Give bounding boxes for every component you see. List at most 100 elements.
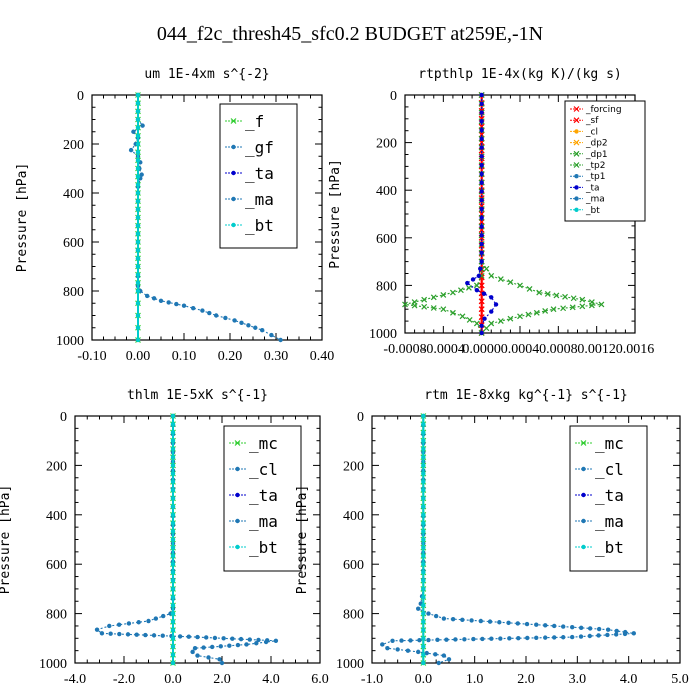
series-point [116,622,122,627]
series-point [579,296,586,303]
series-point [411,302,418,309]
series-point [395,647,400,652]
series-point [479,180,484,185]
series-point [471,636,476,642]
y-tick-label: 200 [63,138,84,153]
legend-marker [235,544,240,550]
legend-label: _ta [245,164,274,183]
series-point [135,198,141,204]
legend-marker [573,162,580,168]
x-tick-label: 0.40 [310,349,335,364]
series-point [483,325,490,332]
series-point [489,309,494,314]
series-point [459,313,466,320]
y-axis-label: Pressure [hPa] [15,163,30,273]
y-axis-label: Pressure [hPa] [328,159,343,269]
x-tick-label: -1.0 [361,672,383,687]
series-point [174,301,179,307]
series-point [421,586,426,592]
legend-marker [573,117,580,124]
legend-label: _dp2 [585,139,608,149]
series-point [479,127,484,133]
series-point [596,633,601,638]
series-point [125,632,131,637]
x-tick-label: -4.0 [64,672,86,687]
series-point [135,231,141,237]
series-point [421,545,426,550]
series-point [479,206,484,212]
series-point [489,295,494,300]
series-point [524,621,530,627]
series-point [479,330,484,336]
series-point [158,298,164,303]
y-tick-label: 400 [63,187,84,202]
series-point [421,438,426,443]
series-point [478,298,485,305]
series-point [135,223,141,228]
series-point [479,259,484,264]
series-point [135,215,141,220]
series-point [498,636,503,641]
series-point [390,638,395,643]
legend-label: _bt [245,216,274,235]
legend-label: _tp2 [585,161,605,171]
legend-marker [574,207,579,212]
series-point [433,652,438,657]
series-point [421,512,426,517]
series-point [421,562,426,567]
series-point [238,636,244,642]
series-point [449,309,456,316]
series-point [135,337,141,343]
y-tick-label: 0 [77,89,84,104]
series-point [247,637,252,642]
series-point [526,286,533,292]
panels: um 1E-4xm s^{-2}Pressure [hPa]-0.10 0.00 0… [0,67,689,687]
series-point [622,631,628,637]
series-point [507,636,512,641]
panel-2: rtpthlp 1E-4x(kg K)/(kg s) Pressure [hPa]… [328,67,654,357]
series-point [170,611,176,616]
legend-label: _ma [595,512,624,531]
y-axis-label: Pressure [hPa] [0,485,13,595]
series-point [254,641,259,646]
series-point [421,627,426,633]
y-tick-label: 0 [60,410,67,425]
series-point [195,634,200,640]
panel-title: thlm 1E-5xK s^{-1} [127,388,268,403]
series-point [170,529,176,534]
series-point [135,301,141,306]
series-point [421,422,426,427]
series-point [506,620,511,626]
legend-label: _bt [585,206,600,216]
series-point [170,487,176,493]
legend-label: _bt [595,538,624,557]
series-point [465,284,472,291]
legend-marker [235,466,240,472]
x-tick-label: 2.0 [517,672,535,687]
series-point [170,636,176,641]
legend-box [564,100,646,222]
series-point [135,109,141,114]
series-point [134,632,139,637]
series-point [430,305,437,311]
x-tick-label: 1.0 [466,672,484,687]
series-point [170,545,176,550]
legend-label: _gf [245,138,274,157]
series-point [578,634,584,639]
series-point [210,644,215,650]
series-point [269,332,274,338]
y-tick-label: 800 [343,608,364,623]
series-point [128,147,134,153]
series-point [136,620,141,625]
series-point [561,635,566,640]
y-tick-label: 1000 [39,657,67,672]
series-point [421,430,426,435]
series-point [421,537,426,542]
series-point [421,570,426,575]
series-point [479,241,484,247]
series-point [562,293,568,300]
series-point [421,594,426,600]
legend-marker [574,174,579,179]
legend-marker [574,185,579,190]
series-point [399,638,404,643]
